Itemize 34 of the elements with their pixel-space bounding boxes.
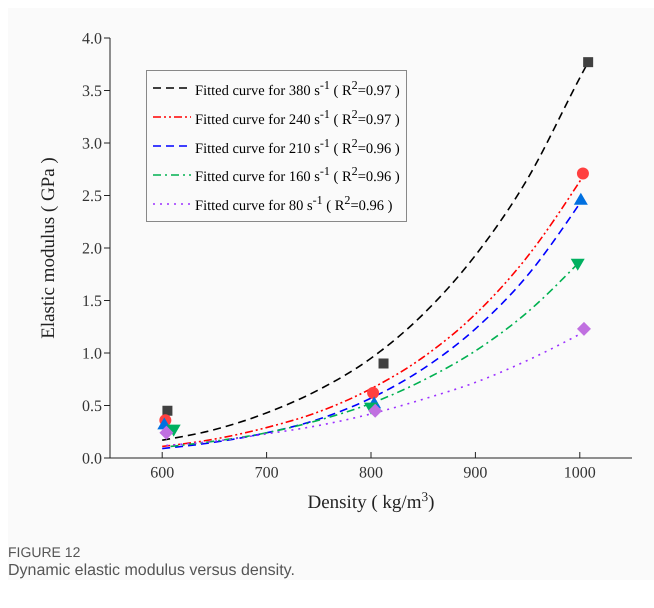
- y-tick-label: 4.0: [82, 30, 102, 48]
- point: [368, 404, 382, 418]
- legend-label: Fitted curve for 80 s$^{-1}$ ( R$^{2}$=0.96 ): [195, 192, 392, 216]
- legend-label: Fitted curve for 160 s$^{-1}$ ( R$^{2}$=0.96 ): [195, 163, 400, 188]
- x-tick-label: 600: [150, 464, 174, 482]
- y-tick-label: 3.0: [82, 136, 102, 153]
- point: [583, 57, 594, 68]
- y-tick-label: 3.5: [82, 83, 102, 100]
- point: [576, 322, 591, 336]
- y-tick-label: 2.5: [82, 188, 102, 206]
- point: [574, 192, 588, 205]
- x-tick-label: 1000: [564, 464, 596, 482]
- x-tick-label: 900: [463, 464, 488, 482]
- point: [159, 426, 174, 440]
- point: [570, 258, 585, 271]
- legend-label: Fitted curve for 240 s$^{-1}$ ( R$^{2}$=0.97 ): [195, 106, 400, 130]
- y-tick-label: 0.5: [82, 398, 102, 416]
- caption: FIGURE 12: [8, 544, 82, 560]
- point: [576, 167, 589, 180]
- y-axis-title: Elastic modulus ( GPa ): [38, 157, 59, 339]
- y-tick-label: 1.5: [82, 293, 102, 310]
- legend-label: Fitted curve for 210 s$^{-1}$ ( R$^{2}$=0.96 ): [195, 134, 400, 158]
- point: [166, 424, 181, 437]
- x-tick-label: 700: [254, 464, 279, 482]
- x-axis-title: Density ( kg/m$^{3}$): [308, 488, 434, 513]
- legend-label: Fitted curve for 380 s$^{-1}$ ( R$^{2}$=0.97 ): [195, 77, 400, 101]
- text: Dynamic elastic modulus versus density.: [8, 562, 296, 580]
- point: [367, 386, 380, 399]
- y-tick-label: 0.0: [82, 450, 102, 468]
- point: [378, 358, 389, 368]
- x-tick-label: 800: [359, 464, 383, 482]
- y-tick-label: 1.0: [82, 346, 102, 363]
- point: [162, 406, 172, 416]
- y-tick-label: 2.0: [82, 240, 102, 258]
